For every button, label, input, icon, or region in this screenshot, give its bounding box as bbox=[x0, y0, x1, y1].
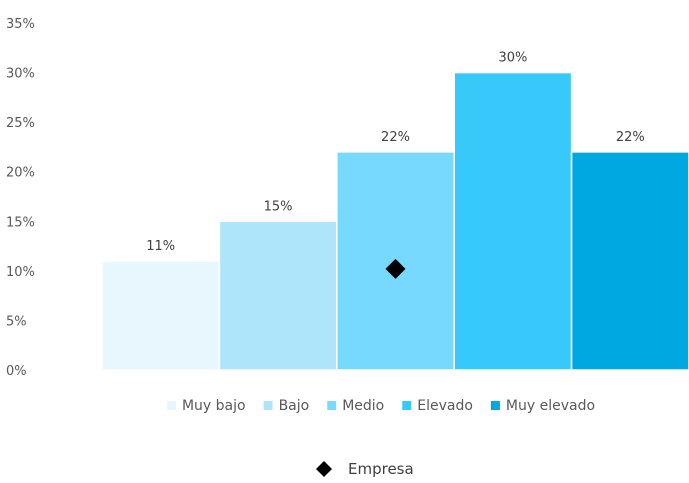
data-label: 22% bbox=[381, 130, 410, 145]
data-label: 11% bbox=[146, 239, 175, 254]
bar-muy-bajo bbox=[101, 260, 221, 371]
legend-swatch bbox=[263, 401, 273, 410]
legend-label: Muy bajo bbox=[182, 398, 246, 414]
data-label: 15% bbox=[264, 199, 293, 214]
y-tick-label: 15% bbox=[6, 215, 35, 230]
legend-label: Muy elevado bbox=[506, 398, 595, 414]
y-tick-label: 20% bbox=[6, 166, 35, 181]
legend-label: Elevado bbox=[417, 398, 473, 414]
bar-elevado bbox=[453, 71, 573, 371]
legend-label: Bajo bbox=[279, 398, 310, 414]
y-tick-label: 5% bbox=[6, 314, 27, 329]
legend-swatch bbox=[402, 401, 412, 410]
y-tick-label: 25% bbox=[6, 116, 35, 131]
y-tick-label: 0% bbox=[6, 364, 27, 379]
data-label: 22% bbox=[616, 130, 645, 145]
legend-swatch bbox=[327, 401, 337, 410]
empresa-marker bbox=[385, 258, 406, 279]
y-tick-label: 10% bbox=[6, 265, 35, 280]
y-tick-label: 35% bbox=[6, 17, 35, 32]
legend-swatch bbox=[490, 401, 500, 410]
legend-marker-diamond-icon bbox=[316, 461, 332, 477]
data-label: 30% bbox=[498, 51, 527, 66]
y-tick-label: 30% bbox=[6, 67, 35, 82]
legend-label: Medio bbox=[342, 398, 384, 414]
bar-muy-elevado bbox=[570, 151, 689, 371]
bar-bajo bbox=[218, 220, 338, 371]
legend-marker-label: Empresa bbox=[348, 460, 414, 478]
legend-swatch bbox=[166, 401, 176, 410]
